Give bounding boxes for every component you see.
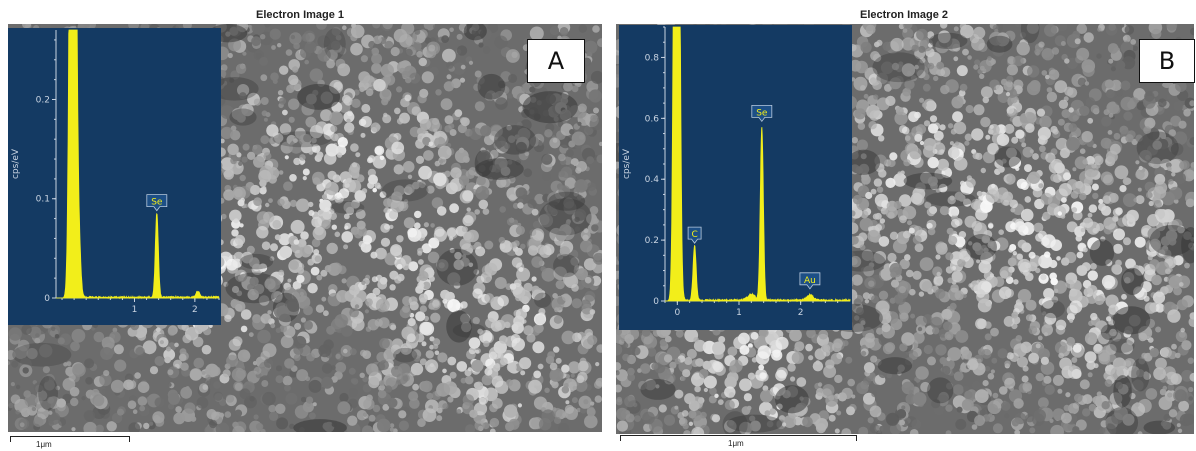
spectrum-inset-b: 0 0.2 0.4 0.6 0.8 0 1 2 cps/eV C Se Au (619, 25, 852, 330)
scale-bar-b-label: 1μm (728, 439, 744, 448)
y-tick-label: 0.2 (36, 95, 50, 105)
panel-a-letter: A (527, 39, 585, 83)
spectrum-series (665, 26, 851, 303)
peak-label: C (687, 226, 702, 244)
y-tick-label: 0 (44, 294, 50, 304)
panel-a-title: Electron Image 1 (256, 9, 345, 21)
panel-b-title: Electron Image 2 (860, 9, 949, 21)
y-tick-label: 0.6 (645, 114, 660, 124)
x-tick-label: 1 (736, 308, 742, 318)
scale-bar-a (10, 436, 130, 445)
y-tick-label: 0.1 (36, 195, 50, 205)
panel-b-letter: B (1139, 39, 1195, 83)
x-tick-label: 0 (674, 308, 680, 318)
y-axis-label: cps/eV (622, 148, 632, 179)
svg-text:Se: Se (151, 198, 163, 208)
x-tick-label: 1 (132, 305, 138, 315)
x-tick-label: 2 (798, 308, 804, 318)
sem-image-a (8, 24, 602, 432)
scale-bar-b (620, 435, 857, 444)
y-tick-label: 0 (653, 297, 659, 307)
peak-label: Au (799, 272, 821, 290)
y-tick-label: 0.2 (645, 236, 659, 246)
y-axis-label: cps/eV (11, 148, 21, 179)
spectrum-inset-a: 0 0.1 0.2 1 2 cps/eV Se (8, 28, 221, 325)
peak-label: Se (146, 194, 168, 212)
x-tick-label: 2 (192, 305, 198, 315)
peak-label: Se (751, 104, 773, 123)
y-tick-label: 0.4 (645, 175, 660, 185)
y-tick-label: 0.8 (645, 53, 660, 63)
panel-b: Electron Image 2 B 0 0.2 0.4 0.6 0.8 0 1 2 cps/e… (604, 0, 1196, 451)
panel-a: Electron Image 1 A 0 0.1 0.2 1 2 cps/eV Se 1μm (8, 9, 602, 449)
scale-bar-a-label: 1μm (36, 440, 52, 449)
spectrum-series (56, 29, 220, 300)
